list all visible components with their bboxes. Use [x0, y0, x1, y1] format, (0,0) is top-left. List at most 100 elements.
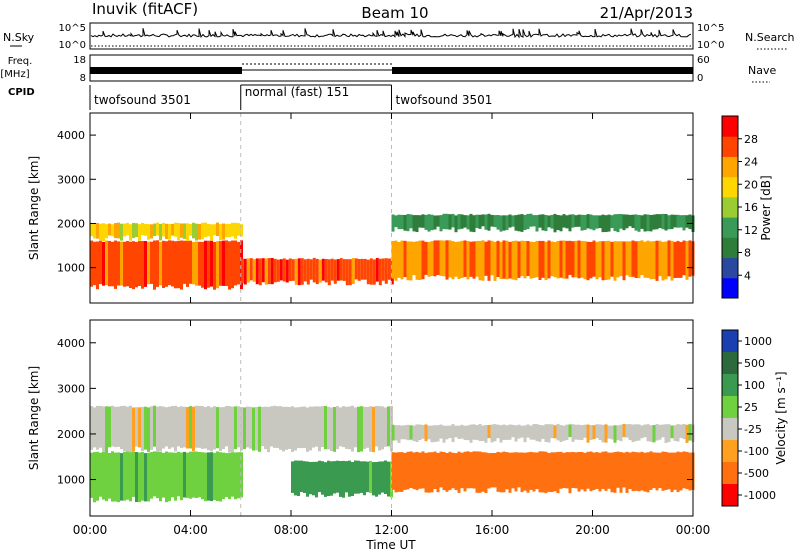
- heatmap-cell: [159, 406, 162, 452]
- velocity-colorbar-tick-label: 500: [744, 357, 765, 370]
- heatmap-cell: [658, 214, 662, 228]
- heatmap-cell: [306, 461, 309, 497]
- sky-noise-trace: [90, 28, 692, 47]
- heatmap-cell: [580, 214, 584, 231]
- heatmap-cell: [297, 258, 301, 286]
- power-colorbar-tick-label: 8: [744, 247, 751, 260]
- heatmap-cell: [120, 241, 123, 286]
- heatmap-cell: [628, 424, 632, 441]
- heatmap-cell: [451, 213, 455, 228]
- power-panel: 1000 2000 3000 4000 Slant Range [km]: [27, 112, 695, 304]
- heatmap-cell: [544, 241, 548, 281]
- heatmap-cell: [394, 452, 398, 493]
- heatmap-cell: [255, 258, 259, 285]
- heatmap-cell: [415, 424, 419, 443]
- heatmap-cell: [499, 241, 503, 279]
- heatmap-cell: [204, 407, 207, 449]
- heatmap-cell: [258, 258, 262, 286]
- heatmap-cell: [484, 425, 488, 443]
- heatmap-cell: [300, 258, 304, 285]
- heatmap-cell: [102, 451, 105, 500]
- heatmap-cell: [484, 241, 488, 276]
- heatmap-cell: [201, 222, 204, 240]
- heatmap-cell: [252, 407, 255, 451]
- heatmap-cell: [210, 407, 213, 452]
- heatmap-cell: [177, 406, 180, 447]
- heatmap-cell: [400, 240, 404, 280]
- heatmap-cell: [225, 240, 228, 286]
- heatmap-cell: [493, 453, 497, 488]
- heatmap-cell: [667, 452, 671, 490]
- heatmap-cell: [562, 214, 566, 228]
- heatmap-cell: [475, 451, 479, 493]
- heatmap-cell: [613, 241, 617, 281]
- heatmap-cell: [556, 215, 560, 231]
- sky-right-label: N.Search: [745, 31, 795, 44]
- heatmap-cell: [219, 223, 222, 241]
- heatmap-cell: [529, 425, 533, 440]
- heatmap-cell: [345, 461, 348, 493]
- heatmap-cell: [640, 425, 644, 439]
- heatmap-cell: [264, 406, 267, 450]
- heatmap-cell: [273, 405, 276, 448]
- heatmap-cell: [418, 452, 422, 489]
- heatmap-cell: [457, 425, 461, 439]
- heatmap-cell: [159, 223, 162, 241]
- heatmap-cell: [165, 451, 168, 503]
- heatmap-cell: [144, 406, 147, 450]
- heatmap-cell: [360, 406, 363, 452]
- heatmap-cell: [291, 461, 294, 493]
- heatmap-cell: [478, 214, 482, 229]
- heatmap-cell: [607, 425, 611, 439]
- y-tick-label: 1000: [57, 474, 85, 487]
- heatmap-cell: [156, 240, 159, 287]
- heatmap-cell: [354, 407, 357, 448]
- heatmap-cell: [132, 451, 135, 497]
- heatmap-cell: [168, 406, 171, 449]
- heatmap-cell: [237, 406, 240, 448]
- heatmap-cell: [111, 241, 114, 287]
- heatmap-cell: [532, 452, 536, 492]
- heatmap-cell: [682, 451, 686, 489]
- heatmap-cell: [613, 452, 617, 493]
- heatmap-cell: [162, 452, 165, 498]
- heatmap-cell: [556, 423, 560, 441]
- heatmap-cell: [610, 241, 614, 277]
- y-tick-label: 4000: [57, 337, 85, 350]
- heatmap-cell: [637, 452, 641, 492]
- heatmap-cell: [192, 242, 195, 285]
- y-tick-label: 3000: [57, 173, 85, 186]
- heatmap-cell: [108, 406, 111, 448]
- heatmap-cell: [330, 258, 334, 281]
- heatmap-cell: [90, 406, 93, 450]
- heatmap-cell: [517, 424, 521, 439]
- heatmap-cell: [135, 407, 138, 447]
- power-colorbar-swatch: [722, 176, 738, 198]
- heatmap-cell: [565, 240, 569, 279]
- heatmap-cell: [381, 461, 384, 493]
- heatmap-cell: [120, 453, 123, 501]
- heatmap-cell: [312, 461, 315, 496]
- heatmap-cell: [655, 240, 659, 281]
- heatmap-cell: [661, 241, 665, 281]
- heatmap-cell: [424, 241, 428, 275]
- heatmap-cell: [442, 425, 446, 443]
- heatmap-cell: [99, 240, 102, 285]
- heatmap-cell: [616, 451, 620, 488]
- heatmap-cell: [472, 241, 476, 279]
- heatmap-cell: [288, 258, 292, 282]
- heatmap-cell: [234, 452, 237, 500]
- heatmap-cell: [387, 258, 391, 280]
- heatmap-cell: [126, 406, 129, 452]
- beam-title: Beam 10: [361, 4, 428, 22]
- heatmap-cell: [276, 406, 279, 448]
- heatmap-cell: [318, 460, 321, 493]
- heatmap-cell: [403, 425, 407, 440]
- heatmap-cell: [144, 223, 147, 236]
- heatmap-cell: [493, 424, 497, 442]
- heatmap-cell: [219, 241, 222, 286]
- heatmap-cell: [213, 224, 216, 236]
- power-ylabel: Slant Range [km]: [27, 156, 41, 260]
- heatmap-cell: [511, 241, 515, 280]
- heatmap-cell: [225, 405, 228, 447]
